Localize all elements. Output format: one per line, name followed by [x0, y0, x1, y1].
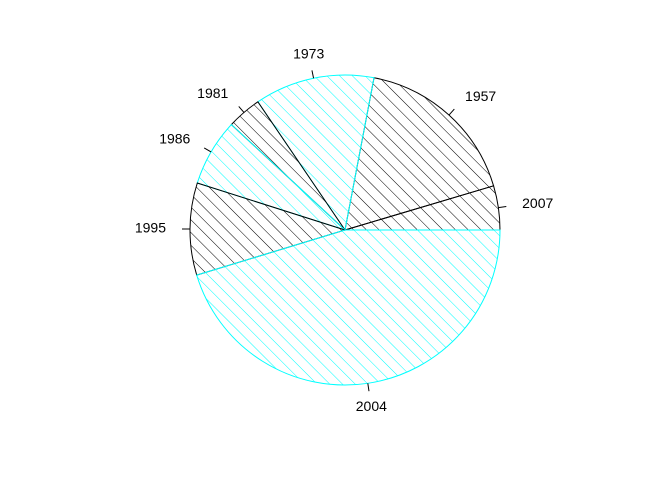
- pie-slice-1973: [257, 74, 375, 232]
- pie-slices: [189, 74, 501, 386]
- slice-label-2007: 2007: [522, 195, 553, 211]
- label-tick-1981: [238, 106, 245, 113]
- pie-labels: 2007 1957 1973 1981 1986 1995 2004: [135, 45, 554, 413]
- label-tick-1957: [448, 108, 455, 116]
- label-tick-2004: [367, 383, 370, 392]
- label-tick-1973: [311, 70, 315, 79]
- slice-label-1973: 1973: [293, 45, 324, 61]
- slice-label-2004: 2004: [356, 398, 387, 414]
- slice-label-1986: 1986: [159, 131, 190, 147]
- slice-label-1957: 1957: [465, 88, 496, 104]
- pie-slice-1995: [189, 182, 347, 276]
- slice-label-1995: 1995: [135, 220, 166, 236]
- slice-label-1981: 1981: [197, 85, 228, 101]
- label-tick-2007: [498, 206, 507, 209]
- pie-slice-2004: [196, 229, 501, 386]
- pie-slice-1957: [344, 77, 495, 231]
- label-tick-1986: [203, 147, 212, 153]
